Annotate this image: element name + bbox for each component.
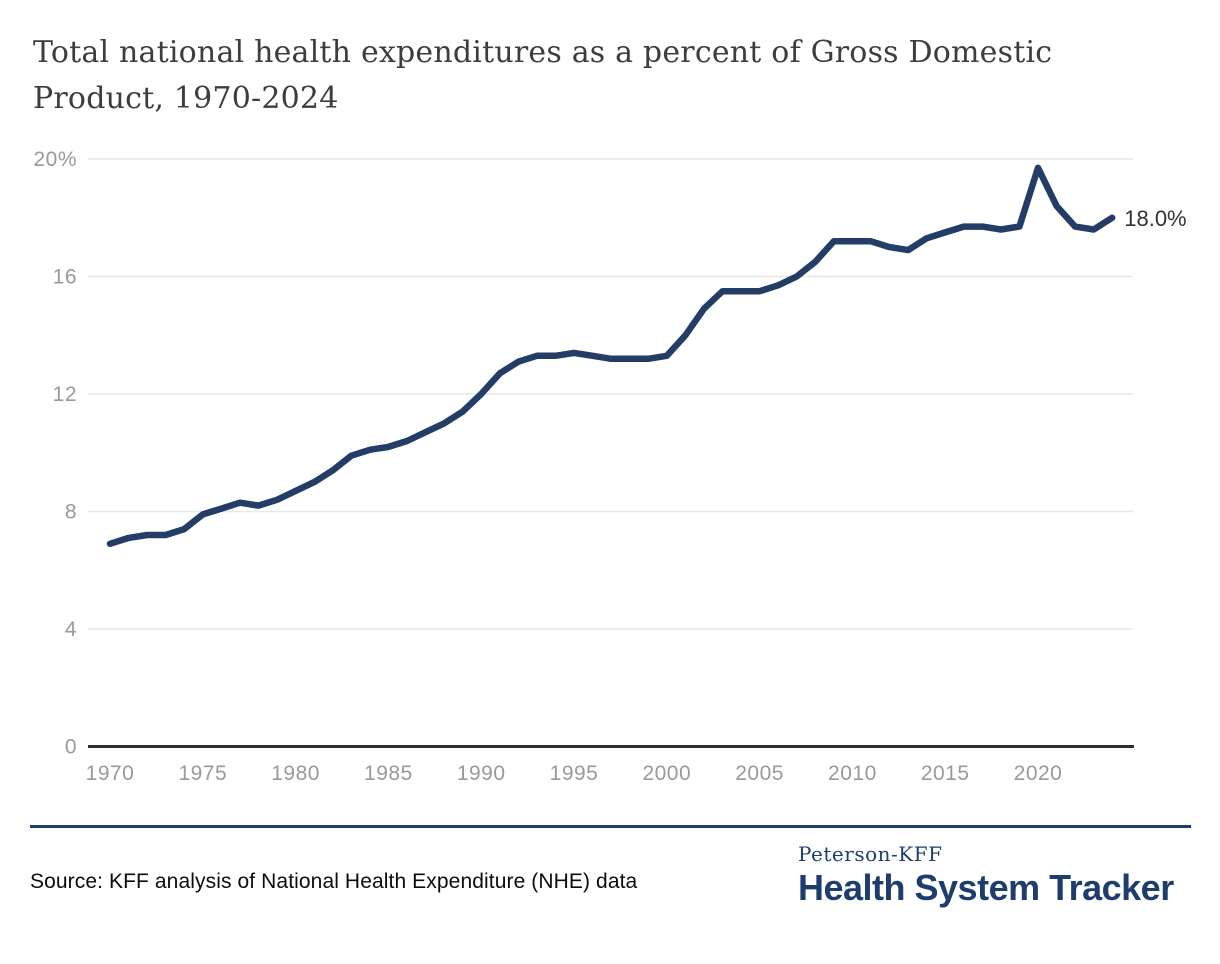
x-tick-label: 2020	[1014, 762, 1063, 785]
x-tick-label: 2000	[642, 762, 691, 785]
x-tick-label: 2005	[735, 762, 784, 785]
y-tick-label: 0	[65, 736, 77, 759]
y-tick-label: 16	[53, 266, 77, 289]
x-tick-label: 1980	[271, 762, 320, 785]
chart-title-line1: Total national health expenditures as a …	[33, 35, 1053, 70]
y-tick-label: 20%	[33, 148, 77, 171]
chart-title: Total national health expenditures as a …	[33, 30, 1193, 122]
logo-peterson-kff: Peterson-KFF	[798, 842, 943, 866]
brand-logo: Peterson-KFF Health System Tracker	[798, 843, 1174, 907]
y-tick-label: 12	[53, 383, 77, 406]
footer-divider	[30, 825, 1191, 828]
nhe-gdp-line	[106, 164, 1116, 548]
end-value-label: 18.0%	[1124, 206, 1186, 231]
x-tick-label: 2015	[921, 762, 970, 785]
x-tick-label: 1975	[178, 762, 227, 785]
y-tick-label: 8	[65, 501, 77, 524]
x-tick-label: 1985	[364, 762, 413, 785]
x-tick-label: 1990	[457, 762, 506, 785]
y-tick-label: 4	[65, 618, 77, 641]
source-text: Source: KFF analysis of National Health …	[30, 870, 638, 893]
x-tick-label: 1995	[550, 762, 599, 785]
chart-title-line2: Product, 1970-2024	[33, 81, 339, 116]
x-tick-label: 1970	[86, 762, 135, 785]
x-tick-label: 2010	[828, 762, 877, 785]
logo-health-system-tracker: Health System Tracker	[798, 867, 1174, 908]
